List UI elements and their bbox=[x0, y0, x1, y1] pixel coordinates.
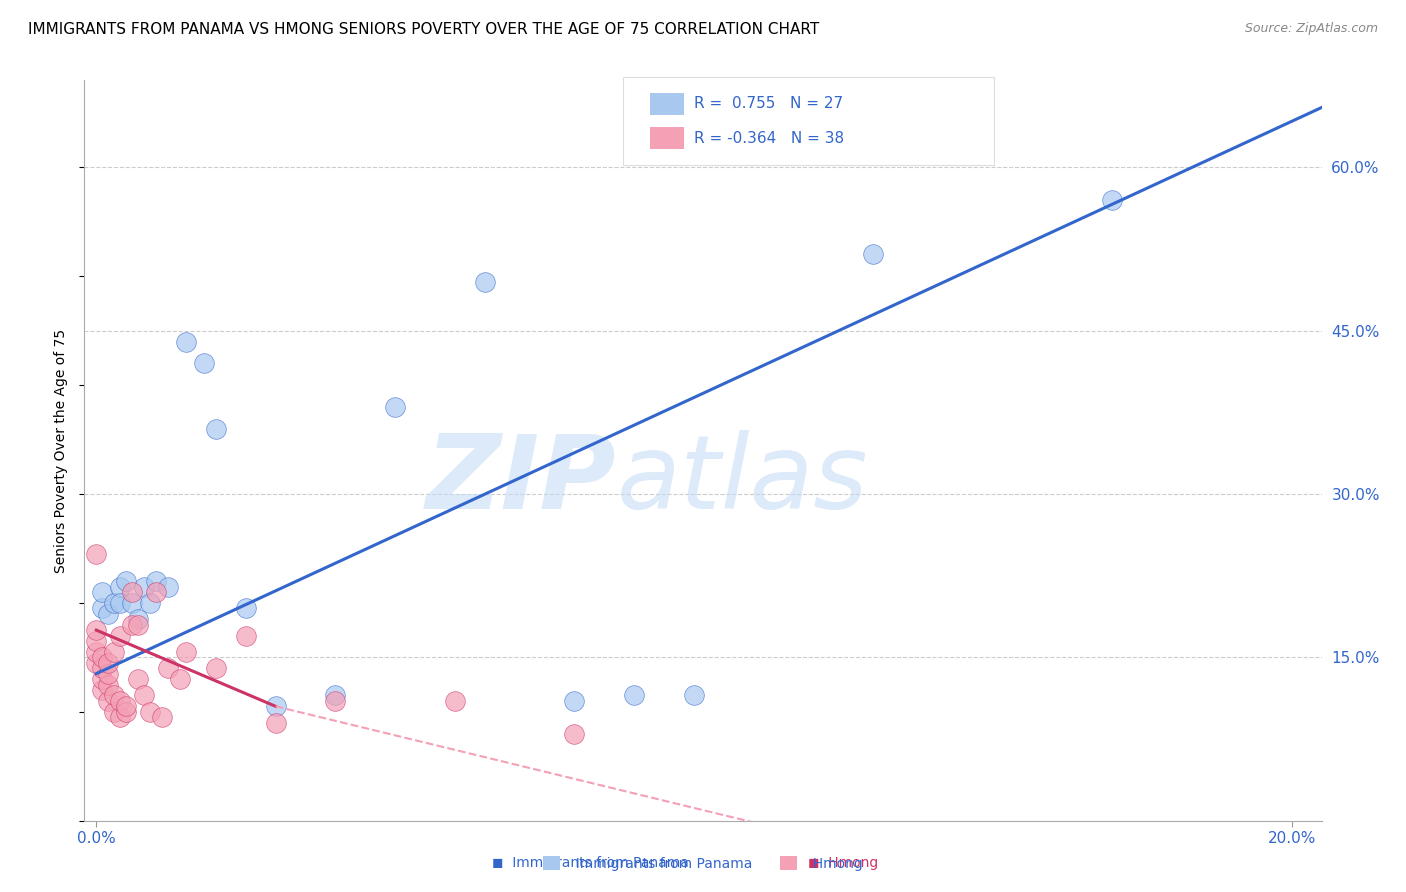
Point bbox=[121, 585, 143, 599]
FancyBboxPatch shape bbox=[623, 77, 994, 165]
Point bbox=[121, 617, 143, 632]
Point bbox=[235, 629, 257, 643]
Point bbox=[205, 422, 228, 436]
Point bbox=[86, 623, 108, 637]
Point bbox=[103, 645, 125, 659]
Point bbox=[193, 356, 215, 370]
Point bbox=[127, 617, 149, 632]
Point bbox=[139, 596, 162, 610]
Point bbox=[110, 710, 132, 724]
Point bbox=[862, 247, 884, 261]
Point bbox=[110, 629, 132, 643]
Legend:   Immigrants from Panama,   Hmong: Immigrants from Panama, Hmong bbox=[538, 850, 868, 876]
Point bbox=[86, 634, 108, 648]
Point bbox=[134, 689, 156, 703]
Point bbox=[325, 689, 347, 703]
Point bbox=[264, 715, 287, 730]
Point bbox=[115, 705, 138, 719]
Point bbox=[169, 672, 191, 686]
Point bbox=[134, 580, 156, 594]
Point bbox=[264, 699, 287, 714]
Point bbox=[91, 650, 114, 665]
Point bbox=[91, 672, 114, 686]
Point bbox=[86, 656, 108, 670]
Point bbox=[103, 689, 125, 703]
Text: R =  0.755   N = 27: R = 0.755 N = 27 bbox=[695, 96, 844, 112]
Point bbox=[139, 705, 162, 719]
Text: atlas: atlas bbox=[616, 430, 868, 530]
Bar bbox=[650, 127, 685, 149]
Point bbox=[564, 694, 586, 708]
Point bbox=[115, 699, 138, 714]
Point bbox=[110, 596, 132, 610]
Point bbox=[97, 656, 120, 670]
Text: Source: ZipAtlas.com: Source: ZipAtlas.com bbox=[1244, 22, 1378, 36]
Point bbox=[145, 574, 167, 588]
Point bbox=[97, 677, 120, 691]
Bar bbox=[650, 93, 685, 115]
Point bbox=[97, 607, 120, 621]
Point bbox=[683, 689, 706, 703]
Point bbox=[174, 334, 197, 349]
Point bbox=[623, 689, 645, 703]
Text: ◼  Immigrants from Panama: ◼ Immigrants from Panama bbox=[492, 855, 689, 870]
Point bbox=[474, 275, 496, 289]
Point bbox=[444, 694, 467, 708]
Point bbox=[325, 694, 347, 708]
Text: ◼  Hmong: ◼ Hmong bbox=[808, 855, 879, 870]
Y-axis label: Seniors Poverty Over the Age of 75: Seniors Poverty Over the Age of 75 bbox=[55, 328, 69, 573]
Point bbox=[127, 672, 149, 686]
Point bbox=[103, 705, 125, 719]
Point bbox=[91, 683, 114, 698]
Point bbox=[103, 596, 125, 610]
Point bbox=[174, 645, 197, 659]
Point bbox=[86, 645, 108, 659]
Point bbox=[1101, 193, 1123, 207]
Point bbox=[121, 596, 143, 610]
Point bbox=[150, 710, 173, 724]
Point bbox=[110, 580, 132, 594]
Point bbox=[97, 694, 120, 708]
Point bbox=[91, 661, 114, 675]
Point bbox=[145, 585, 167, 599]
Point bbox=[384, 400, 406, 414]
Point bbox=[564, 726, 586, 740]
Point bbox=[235, 601, 257, 615]
Point bbox=[91, 601, 114, 615]
Point bbox=[157, 580, 180, 594]
Text: ZIP: ZIP bbox=[426, 430, 616, 531]
Point bbox=[115, 574, 138, 588]
Point bbox=[86, 547, 108, 561]
Text: IMMIGRANTS FROM PANAMA VS HMONG SENIORS POVERTY OVER THE AGE OF 75 CORRELATION C: IMMIGRANTS FROM PANAMA VS HMONG SENIORS … bbox=[28, 22, 820, 37]
Point bbox=[110, 694, 132, 708]
Point bbox=[127, 612, 149, 626]
Text: R = -0.364   N = 38: R = -0.364 N = 38 bbox=[695, 130, 845, 145]
Point bbox=[97, 666, 120, 681]
Point bbox=[91, 585, 114, 599]
Point bbox=[157, 661, 180, 675]
Point bbox=[205, 661, 228, 675]
